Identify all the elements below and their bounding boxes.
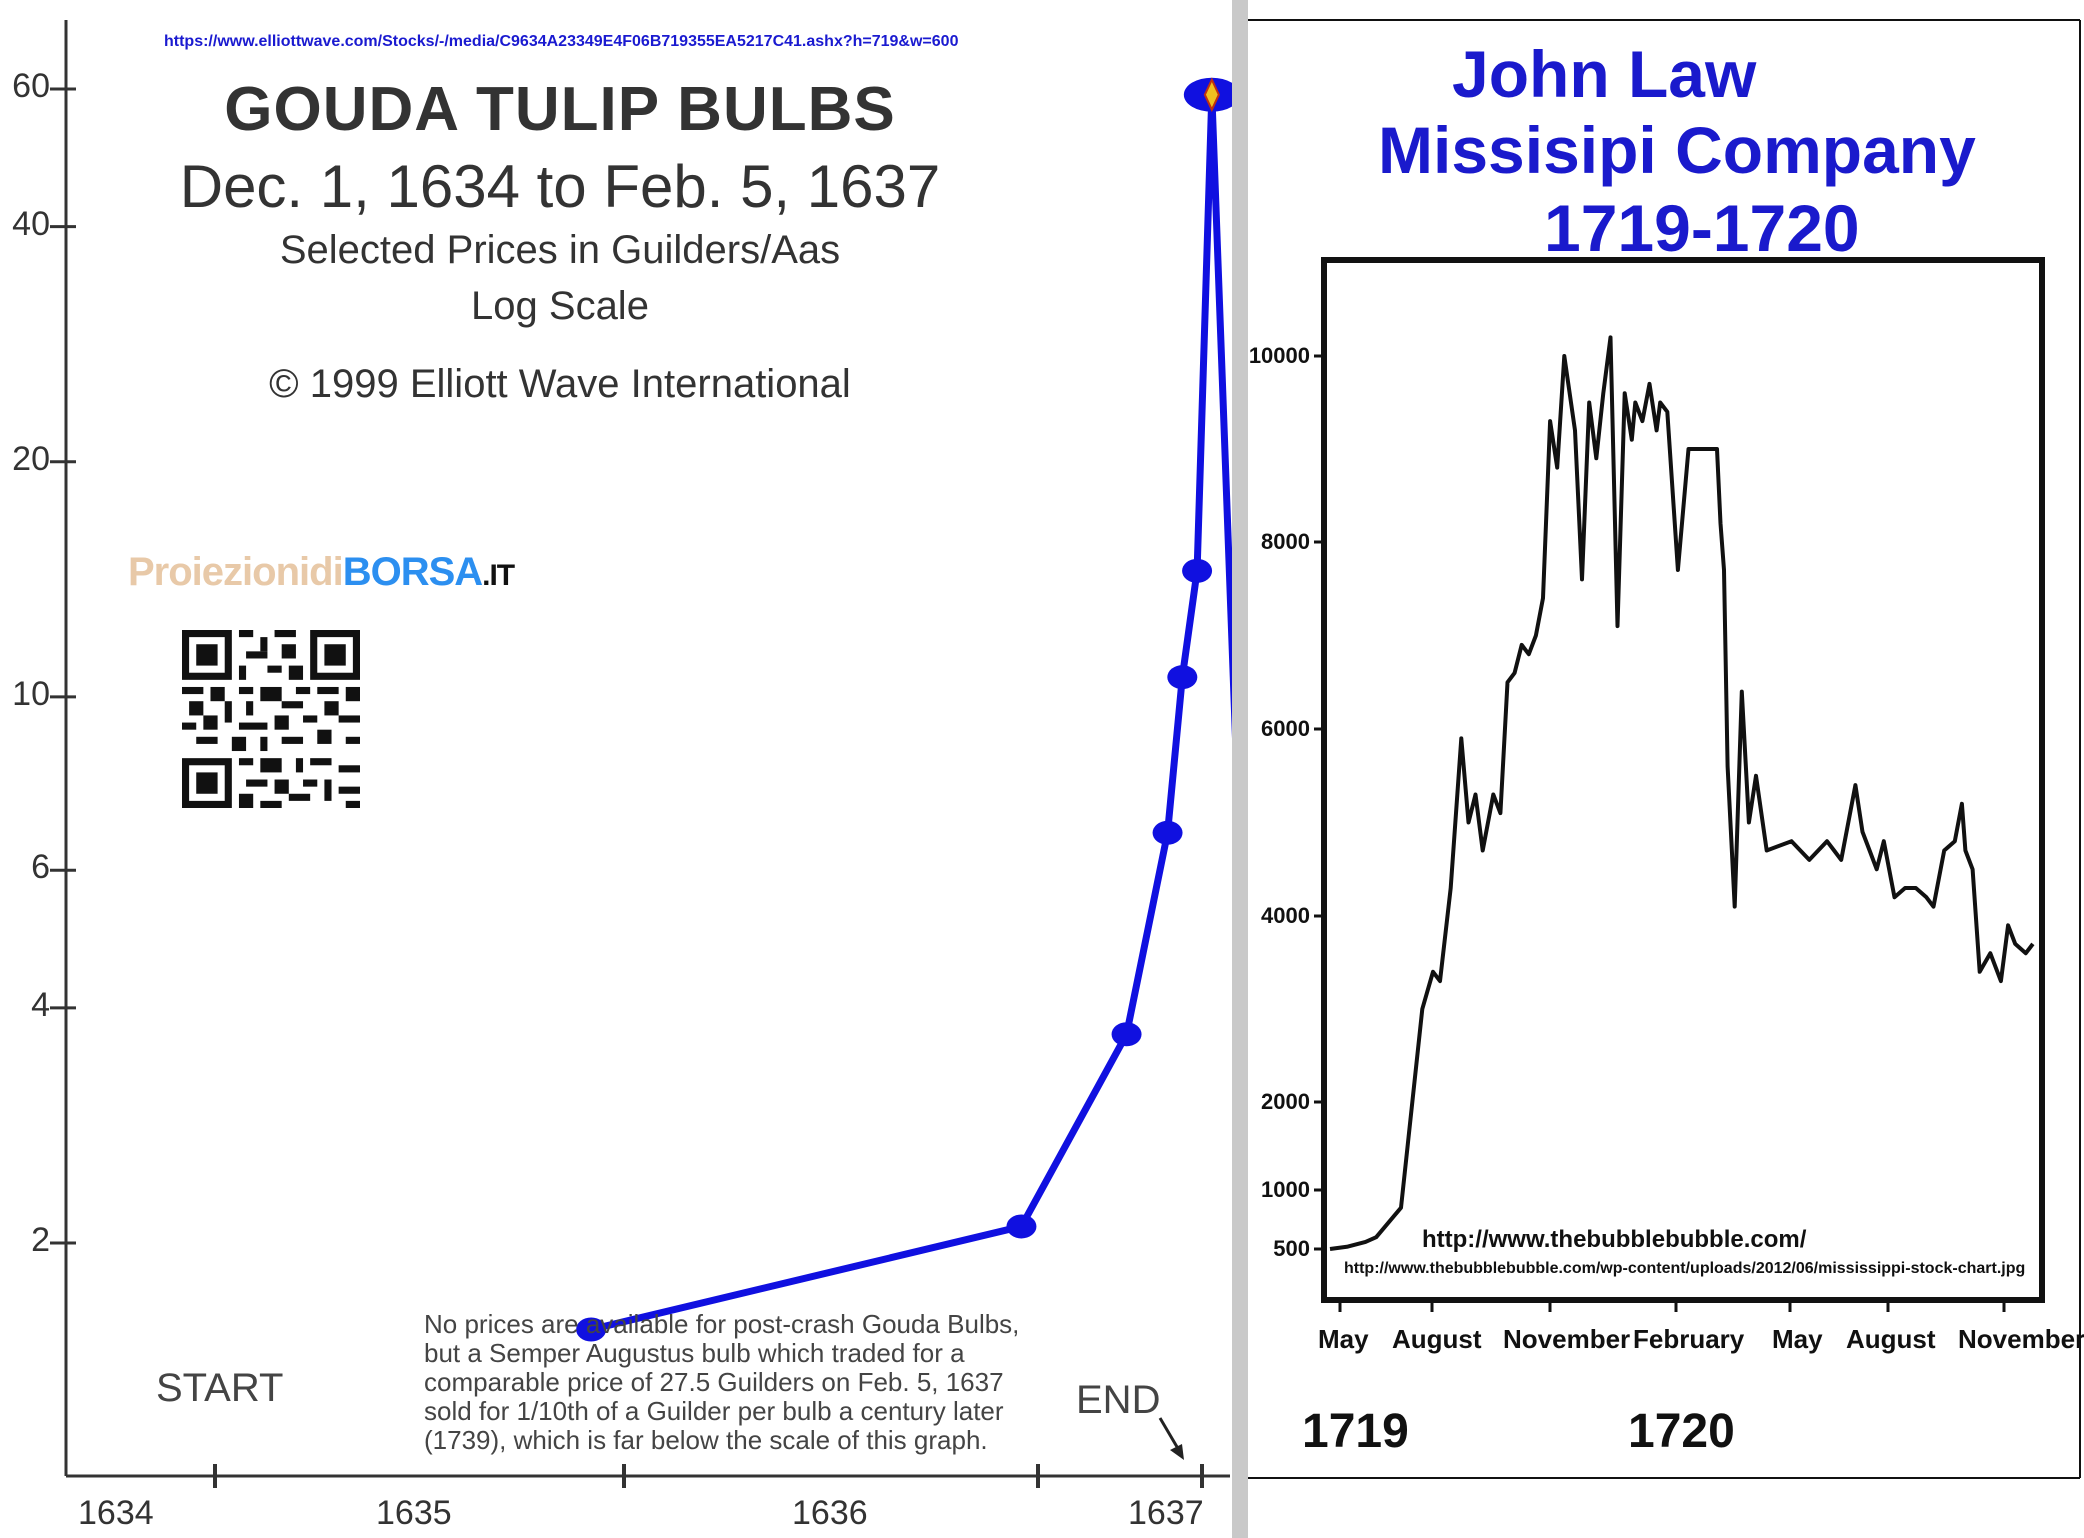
panel-divider: [1232, 0, 1248, 1538]
mississippi-month-label: May: [1318, 1324, 1369, 1354]
mississippi-title-line3: 1719-1720: [1544, 191, 1860, 265]
gouda-y-tick-label: 10: [12, 674, 50, 713]
mississippi-month-label: August: [1846, 1324, 1936, 1354]
post-crash-note: No prices are available for post-crash G…: [424, 1310, 1064, 1455]
gouda-x-tick-label: 1635: [376, 1494, 452, 1532]
note-line: (1739), which is far below the scale of …: [424, 1425, 988, 1455]
gouda-chart-svg: [50, 20, 1232, 1488]
chart-units: Selected Prices in Guilders/Aas: [279, 228, 841, 272]
gouda-price-point: [1152, 820, 1183, 845]
watermark-part1: Proiezionidi: [128, 550, 344, 594]
note-line: but a Semper Augustus bulb which traded …: [424, 1338, 965, 1368]
chart-title: GOUDA TULIP BULBS: [224, 75, 896, 144]
gouda-price-point: [1006, 1214, 1037, 1239]
mississippi-month-label: May: [1772, 1324, 1823, 1354]
mississippi-y-tick-label: 6000: [1261, 716, 1310, 741]
gouda-y-tick-label: 20: [12, 439, 50, 478]
source-url[interactable]: https://www.elliottwave.com/Stocks/-/med…: [164, 33, 959, 50]
gouda-price-point: [1182, 558, 1213, 583]
gouda-price-line: [590, 91, 1232, 1333]
gouda-chart-panel: https://www.elliottwave.com/Stocks/-/med…: [12, 20, 1232, 1532]
mississippi-title-line1: John Law: [1452, 37, 1757, 111]
gouda-price-point: [576, 1317, 607, 1342]
gouda-x-tick-label: 1634: [78, 1494, 154, 1532]
gouda-y-tick-label: 4: [31, 985, 50, 1024]
mississippi-y-tick-label: 8000: [1261, 529, 1310, 554]
qr-code[interactable]: [182, 630, 360, 808]
note-line: sold for 1/10th of a Guilder per bulb a …: [424, 1396, 1004, 1426]
mississippi-month-label: November: [1503, 1324, 1631, 1354]
gouda-y-tick-label: 40: [12, 204, 50, 243]
note-line: No prices are available for post-crash G…: [424, 1309, 1020, 1339]
gouda-y-tick-label: 2: [31, 1221, 50, 1259]
mississippi-y-tick-label: 500: [1273, 1236, 1310, 1261]
mississippi-month-label: August: [1392, 1324, 1482, 1354]
gouda-y-tick-label: 6: [31, 848, 50, 887]
mississippi-y-tick-label: 10000: [1248, 343, 1310, 368]
gouda-x-tick-label: 1636: [792, 1494, 868, 1532]
mississippi-y-tick-label: 2000: [1261, 1089, 1310, 1114]
copyright: © 1999 Elliott Wave International: [269, 362, 851, 406]
gouda-price-point: [1167, 665, 1198, 690]
note-line: comparable price of 27.5 Guilders on Feb…: [424, 1367, 1004, 1397]
bubble-image-url[interactable]: http://www.thebubblebubble.com/wp-conten…: [1344, 1260, 2026, 1277]
gouda-price-points: [576, 77, 1232, 1342]
mississippi-month-label: November: [1958, 1324, 2084, 1354]
gouda-peak-diamond: [1203, 77, 1220, 113]
watermark-part2: BORSA: [342, 550, 483, 594]
chart-scale-label: Log Scale: [471, 284, 649, 328]
chart-date-range: Dec. 1, 1634 to Feb. 5, 1637: [179, 153, 941, 220]
gouda-x-ticks: [213, 1464, 1204, 1488]
mississippi-year-label: 1719: [1302, 1405, 1409, 1458]
mississippi-title-line2: Missisipi Company: [1378, 113, 1976, 187]
gouda-y-ticks: [50, 87, 76, 1245]
mississippi-month-label: February: [1633, 1324, 1745, 1354]
gouda-price-point: [1111, 1022, 1142, 1047]
gouda-x-tick-label: 1637: [1128, 1494, 1204, 1532]
mississippi-y-tick-label: 1000: [1261, 1177, 1310, 1202]
end-label: END: [1076, 1378, 1161, 1422]
watermark-logo: ProiezionidiBORSA.IT: [128, 550, 515, 595]
start-label: START: [156, 1366, 284, 1410]
mississippi-year-label: 1720: [1628, 1405, 1735, 1458]
mississippi-y-tick-label: 4000: [1261, 903, 1310, 928]
gouda-y-tick-label: 60: [12, 67, 50, 105]
bubble-site-url[interactable]: http://www.thebubblebubble.com/: [1422, 1226, 1807, 1253]
watermark-part3: .IT: [482, 559, 515, 592]
end-arrow: [1158, 1417, 1184, 1460]
